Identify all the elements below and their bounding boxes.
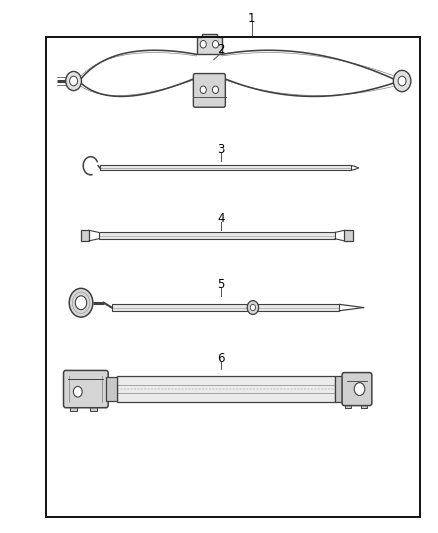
FancyBboxPatch shape (90, 404, 97, 411)
Circle shape (70, 76, 78, 86)
Circle shape (354, 383, 365, 395)
Circle shape (74, 386, 82, 397)
FancyBboxPatch shape (344, 230, 353, 241)
Text: 1: 1 (248, 12, 256, 25)
Circle shape (200, 41, 206, 48)
Bar (46, 37, 420, 517)
FancyBboxPatch shape (106, 377, 117, 401)
Polygon shape (197, 34, 222, 54)
FancyBboxPatch shape (81, 230, 89, 241)
FancyBboxPatch shape (117, 376, 335, 402)
FancyBboxPatch shape (342, 373, 372, 406)
FancyBboxPatch shape (335, 376, 344, 402)
FancyBboxPatch shape (99, 232, 335, 239)
FancyBboxPatch shape (361, 402, 367, 408)
Text: 6: 6 (217, 352, 225, 365)
Circle shape (212, 86, 219, 93)
Text: 4: 4 (217, 212, 225, 225)
Circle shape (200, 86, 206, 93)
Circle shape (212, 41, 219, 48)
Circle shape (69, 288, 93, 317)
Text: 5: 5 (218, 278, 225, 290)
FancyBboxPatch shape (100, 165, 351, 170)
Circle shape (250, 304, 255, 311)
FancyBboxPatch shape (64, 370, 108, 408)
Circle shape (393, 70, 411, 92)
Circle shape (66, 71, 81, 91)
Text: 2: 2 (217, 43, 225, 55)
FancyBboxPatch shape (70, 404, 77, 411)
Circle shape (398, 76, 406, 86)
Text: 3: 3 (218, 143, 225, 156)
FancyBboxPatch shape (194, 74, 225, 107)
FancyBboxPatch shape (345, 402, 351, 408)
FancyBboxPatch shape (112, 304, 339, 311)
Circle shape (75, 296, 87, 310)
Circle shape (247, 301, 258, 314)
